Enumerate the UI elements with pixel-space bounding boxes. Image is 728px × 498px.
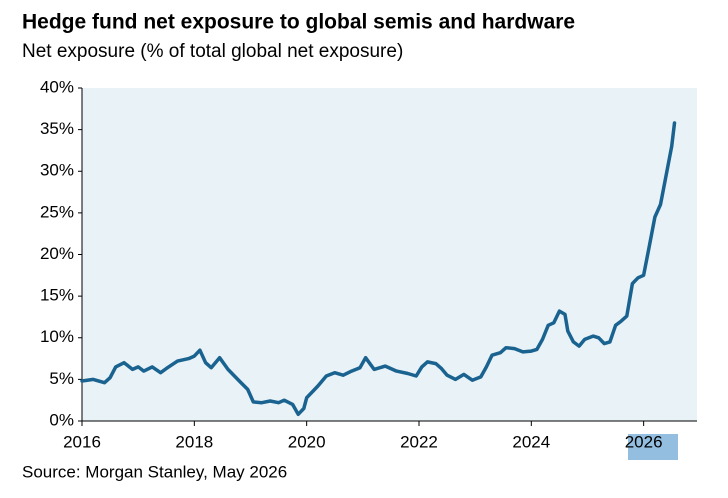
y-tick-label: 5% — [49, 369, 74, 388]
y-tick-label: 20% — [40, 244, 74, 263]
y-tick-label: 35% — [40, 119, 74, 138]
selection-highlight — [628, 434, 678, 460]
data-line — [80, 121, 677, 417]
source: Source: Morgan Stanley, May 2026 — [22, 462, 287, 481]
y-tick-label: 30% — [40, 161, 74, 180]
y-tick-label: 10% — [40, 327, 74, 346]
plot-area — [82, 88, 697, 421]
x-tick-label: 2022 — [400, 432, 438, 451]
y-tick-label: 25% — [40, 202, 74, 221]
x-tick-label: 2016 — [63, 432, 101, 451]
y-tick-label: 15% — [40, 286, 74, 305]
chart-subtitle: Net exposure (% of total global net expo… — [22, 41, 403, 62]
y-tick-label: 0% — [49, 410, 74, 429]
y-tick-label: 40% — [40, 77, 74, 96]
chart-title: Hedge fund net exposure to global semis … — [22, 11, 575, 34]
x-tick-label: 2024 — [512, 432, 550, 451]
x-tick-label: 2018 — [175, 432, 213, 451]
x-tick-label: 2026 — [625, 432, 663, 451]
x-tick-label: 2020 — [288, 432, 326, 451]
